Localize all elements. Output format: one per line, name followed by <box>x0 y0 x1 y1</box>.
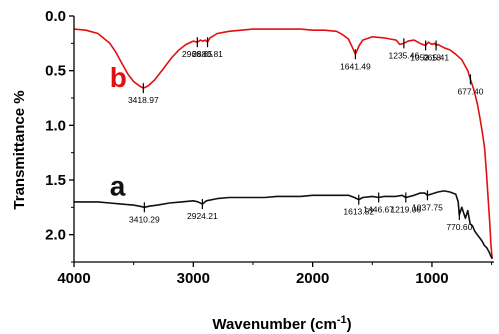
peak-label: 1219.06 <box>390 204 421 214</box>
plot-area <box>73 28 493 260</box>
y-axis-title: Transmittance % <box>11 90 28 209</box>
panel-label-a: a <box>110 170 126 201</box>
x-axis-title-end: ) <box>347 316 352 333</box>
x-axis-title: Wavenumber (cm-1) <box>212 314 351 333</box>
peak-label: 677.40 <box>457 86 483 96</box>
axis-ticks: 4000 3000 2000 1000 0.0 0.5 1.0 1.5 2.0 <box>45 8 493 287</box>
x-tick-label: 3000 <box>177 270 210 287</box>
peak-label: 3418.97 <box>128 95 159 105</box>
x-tick-label: 2000 <box>296 270 329 287</box>
series-line-b <box>73 28 493 259</box>
series-line-a <box>74 190 493 260</box>
x-axis-title-main: Wavenumber (cm <box>212 316 336 333</box>
peak-label: 1446.67 <box>363 204 394 214</box>
peak-label: 2966.65 <box>182 49 213 59</box>
peak-label: 770.60 <box>446 222 472 232</box>
y-tick-label: 1.5 <box>45 172 66 189</box>
peak-label: 2880.81 <box>192 49 223 59</box>
peak-label: 1037.75 <box>412 202 443 212</box>
peak-label: 1235.46 <box>388 50 419 60</box>
x-tick-label: 4000 <box>57 270 90 287</box>
panel-label-b: b <box>110 62 127 93</box>
y-tick-label: 0.5 <box>45 63 66 80</box>
y-tick-label: 0.0 <box>45 8 66 25</box>
peak-label: 965.41 <box>423 53 449 63</box>
x-tick-label: 1000 <box>415 270 448 287</box>
peak-label: 3410.29 <box>129 214 160 224</box>
y-tick-label: 2.0 <box>45 227 66 244</box>
y-tick-label: 1.0 <box>45 117 66 134</box>
peak-label: 1613.52 <box>343 207 374 217</box>
peak-label: 1053.18 <box>410 53 441 63</box>
x-axis-title-superscript: -1 <box>337 314 347 326</box>
peak-label: 2924.21 <box>187 211 218 221</box>
peak-label: 1641.49 <box>340 61 371 71</box>
